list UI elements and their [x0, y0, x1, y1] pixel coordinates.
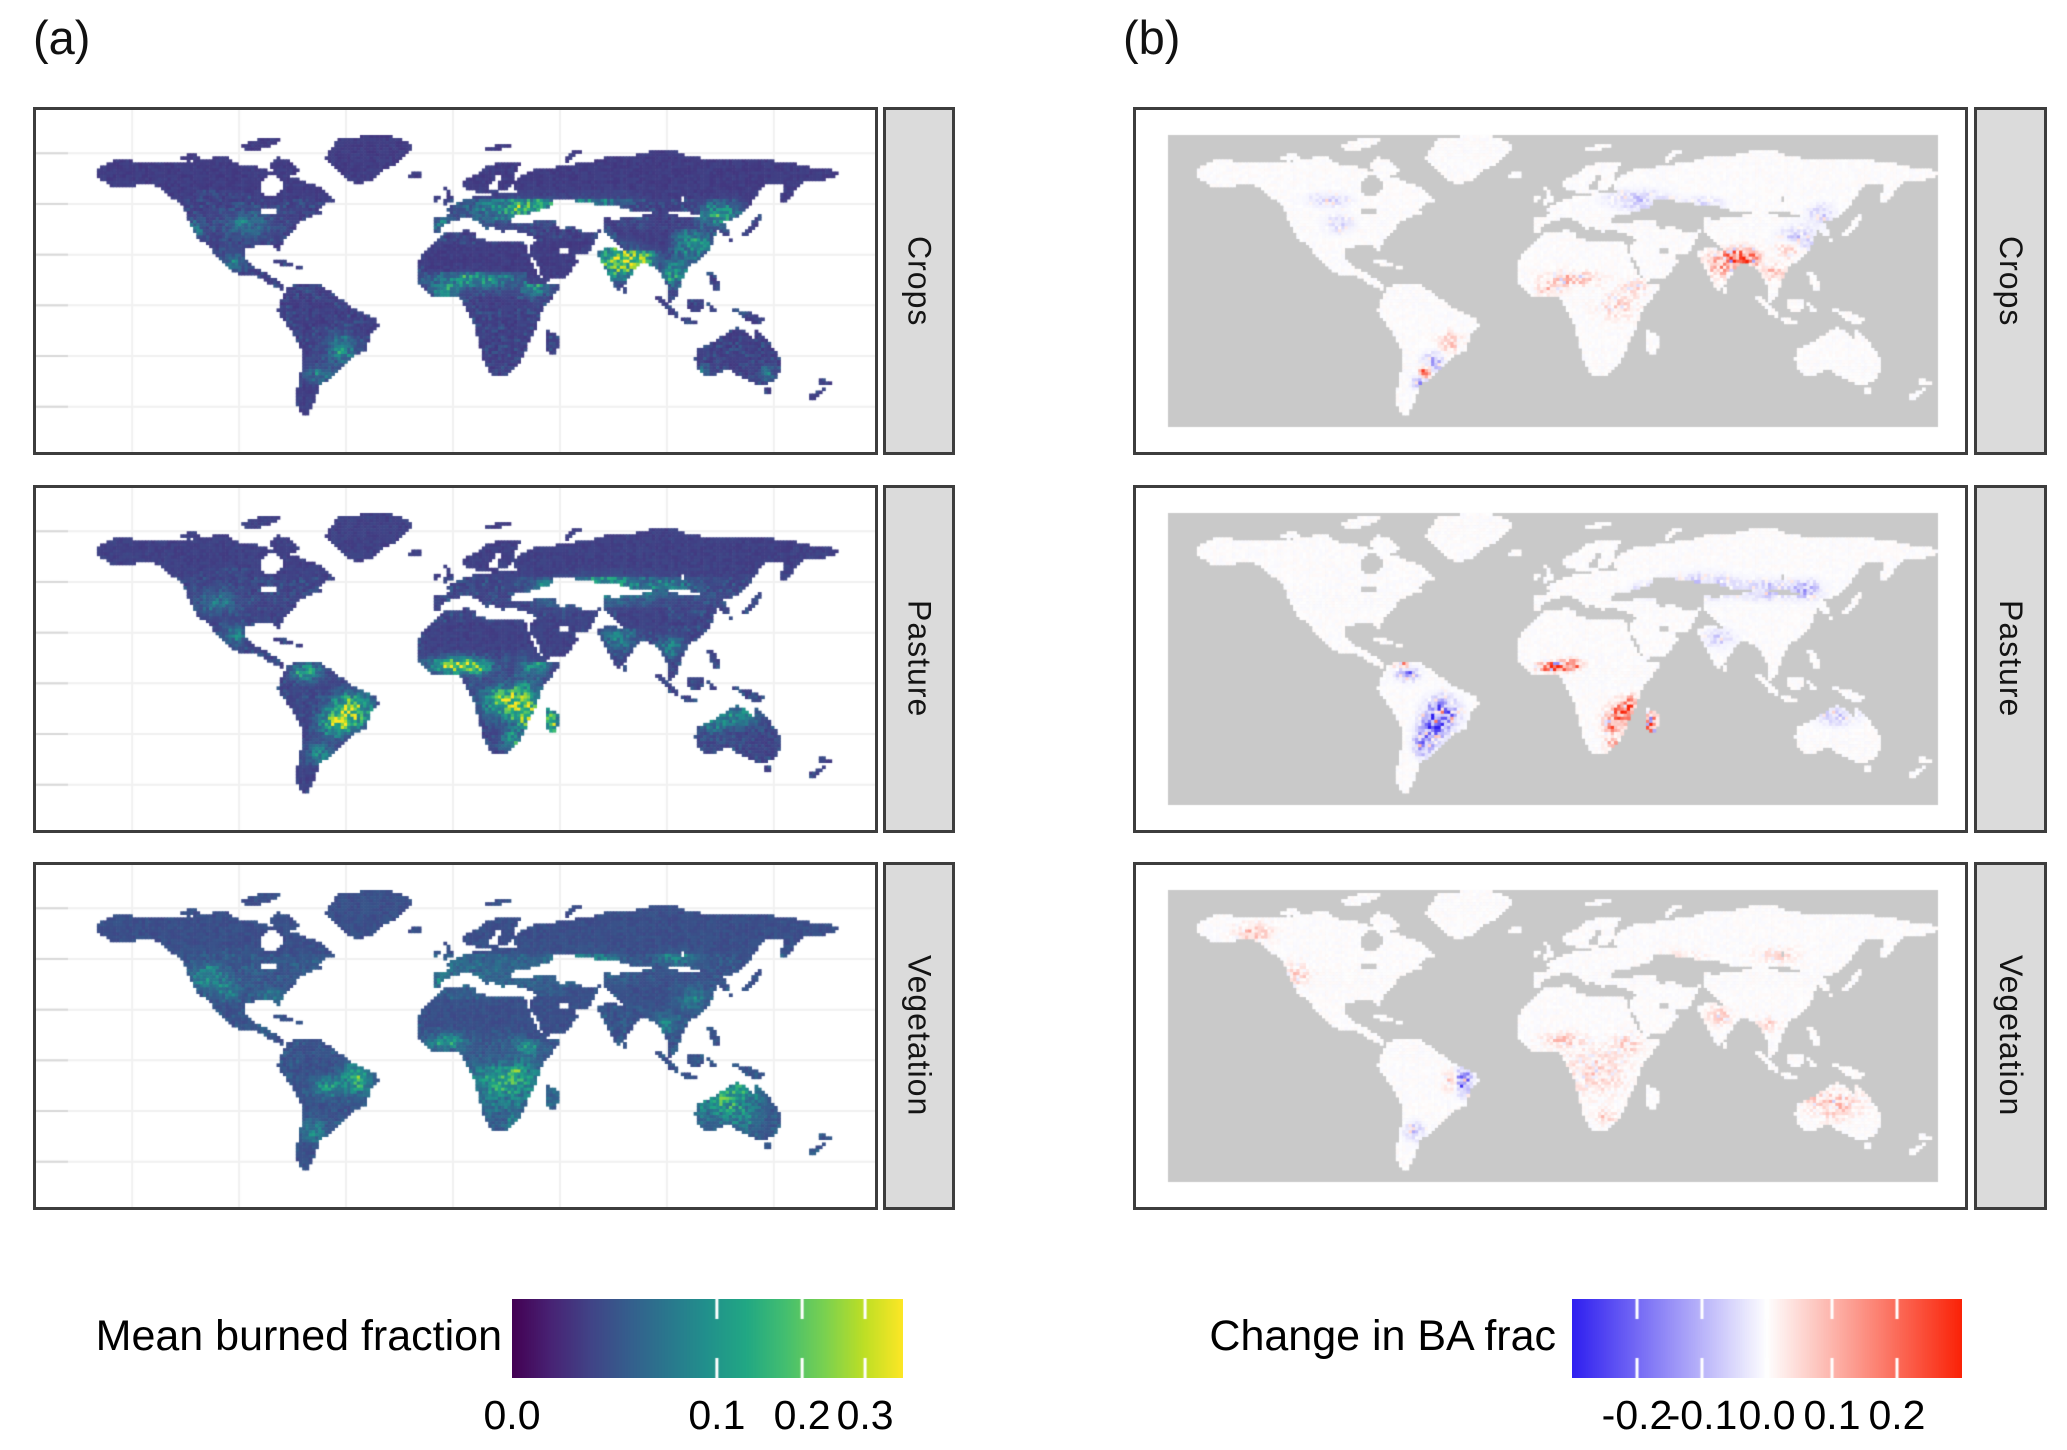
facet-strip-a-crops: Crops [883, 107, 955, 455]
facet-strip-label: Pasture [1993, 600, 2029, 718]
colorbar-a-gradient [512, 1299, 903, 1378]
facet-strip-label: Vegetation [1993, 955, 2029, 1117]
colorbar-a-tick-labels: 0.0 0.1 0.2 0.3 [484, 1392, 903, 1442]
facet-strip-b-vegetation: Vegetation [1974, 862, 2047, 1210]
colorbar-a [512, 1299, 903, 1378]
colorbar-b-title: Change in BA frac [1209, 1312, 1556, 1360]
colorbar-tick-label: -0.1 [1666, 1392, 1738, 1438]
facet-strip-label: Crops [1993, 235, 2029, 327]
facet-strip-a-pasture: Pasture [883, 485, 955, 833]
map-canvas-b-vegetation [1136, 865, 1965, 1207]
colorbar-tick-label: 0.1 [1803, 1392, 1861, 1438]
facet-strip-b-pasture: Pasture [1974, 485, 2047, 833]
colorbar-b-tick-labels: -0.2 -0.1 0.0 0.1 0.2 [1572, 1392, 1962, 1442]
panel-a-label: (a) [33, 11, 91, 64]
colorbar-tick-label: 0.2 [1868, 1392, 1926, 1438]
colorbar-a-title: Mean burned fraction [95, 1312, 502, 1360]
colorbar-tick-label: 0.3 [836, 1392, 894, 1438]
map-panel-b-pasture [1133, 485, 1968, 833]
map-panel-a-pasture [33, 485, 878, 833]
facet-strip-label: Pasture [901, 600, 938, 718]
colorbar-tick-label: 0.2 [773, 1392, 831, 1438]
facet-strip-a-vegetation: Vegetation [883, 862, 955, 1210]
map-canvas-a-vegetation [36, 865, 875, 1207]
colorbar-tick-label: 0.1 [688, 1392, 746, 1438]
colorbar-tick-label: 0.0 [1738, 1392, 1796, 1438]
map-panel-b-crops [1133, 107, 1968, 455]
facet-strip-label: Vegetation [901, 955, 938, 1117]
colorbar-tick-label: 0.0 [483, 1392, 541, 1438]
colorbar-tick-label: -0.2 [1601, 1392, 1673, 1438]
map-canvas-b-pasture [1136, 488, 1965, 830]
colorbar-b-gradient [1572, 1299, 1962, 1378]
map-canvas-b-crops [1136, 110, 1965, 452]
colorbar-b [1572, 1299, 1962, 1378]
facet-strip-label: Crops [901, 235, 938, 327]
map-panel-a-crops [33, 107, 878, 455]
panel-b-label: (b) [1123, 11, 1181, 64]
map-canvas-a-pasture [36, 488, 875, 830]
facet-strip-b-crops: Crops [1974, 107, 2047, 455]
map-panel-a-vegetation [33, 862, 878, 1210]
map-canvas-a-crops [36, 110, 875, 452]
map-panel-b-vegetation [1133, 862, 1968, 1210]
